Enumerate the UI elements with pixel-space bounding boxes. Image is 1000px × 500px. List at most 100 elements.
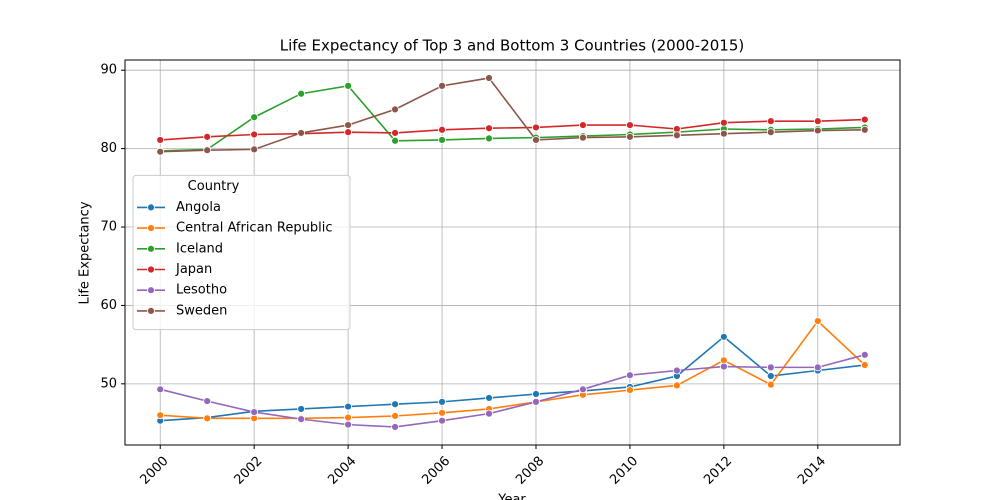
data-point	[719, 332, 728, 341]
data-point	[391, 136, 399, 145]
data-point	[532, 390, 540, 398]
series-line	[160, 319, 866, 420]
legend-label: Sweden	[176, 303, 227, 318]
data-point	[203, 132, 212, 141]
chart-title: Life Expectancy of Top 3 and Bottom 3 Co…	[280, 37, 745, 55]
data-point	[344, 420, 353, 429]
y-axis-label: Life Expectancy	[78, 201, 93, 304]
data-point	[203, 146, 212, 155]
data-point	[297, 129, 306, 137]
data-point	[391, 129, 399, 137]
series-line	[160, 77, 865, 153]
data-point	[156, 136, 165, 144]
legend-marker	[147, 306, 155, 315]
data-point	[438, 136, 446, 144]
data-point	[719, 118, 728, 127]
data-point	[344, 81, 353, 90]
data-point	[532, 136, 540, 144]
data-point	[297, 415, 306, 424]
x-axis-label: Year	[497, 493, 526, 500]
series-line	[160, 335, 865, 422]
data-point	[250, 113, 259, 122]
data-point	[860, 125, 869, 134]
data-point	[250, 130, 259, 139]
data-point	[485, 124, 493, 133]
data-point	[344, 402, 353, 411]
data-point	[438, 397, 446, 406]
data-point	[766, 363, 775, 372]
data-point	[860, 115, 869, 124]
data-point	[391, 105, 399, 114]
data-point	[860, 350, 869, 359]
data-point	[485, 394, 493, 402]
data-point	[391, 423, 399, 431]
y-tick-label: 60	[100, 298, 117, 313]
data-point	[813, 363, 822, 372]
data-point	[672, 366, 681, 375]
data-point	[766, 128, 775, 137]
data-point	[438, 81, 446, 90]
data-point	[438, 416, 446, 425]
data-point	[579, 121, 587, 129]
legend-marker	[147, 265, 155, 274]
data-point	[203, 414, 212, 423]
series-line	[160, 85, 865, 152]
legend-label: Central African Republic	[176, 221, 332, 236]
data-point	[156, 385, 165, 394]
data-point	[485, 134, 493, 143]
data-point	[813, 126, 822, 135]
data-point	[297, 89, 306, 98]
data-point	[579, 133, 587, 142]
data-point	[250, 145, 259, 154]
legend-title: Country	[188, 179, 240, 194]
series-line	[160, 354, 865, 428]
data-point	[626, 132, 634, 141]
data-point	[672, 131, 681, 140]
data-point	[391, 400, 399, 409]
data-point	[766, 380, 775, 389]
legend-marker	[147, 224, 155, 233]
data-point	[672, 381, 681, 390]
data-point	[391, 412, 399, 420]
data-point	[250, 408, 259, 416]
plot-frame	[124, 59, 901, 446]
data-point	[156, 411, 165, 420]
legend-label: Lesotho	[176, 283, 227, 298]
legend-marker	[147, 286, 155, 295]
data-point	[719, 129, 728, 138]
legend-marker	[147, 203, 155, 212]
data-point	[860, 361, 869, 369]
data-point	[344, 121, 353, 129]
data-point	[344, 128, 353, 137]
data-point	[438, 408, 446, 417]
data-point	[813, 317, 822, 326]
legend: Country Angola Central African Republic Ice…	[132, 174, 351, 331]
data-point	[766, 372, 775, 380]
legend-label: Angola	[176, 200, 221, 215]
data-point	[203, 397, 212, 405]
data-point	[813, 117, 822, 126]
data-point	[532, 123, 540, 132]
legend-label: Japan	[175, 262, 212, 277]
y-tick-label: 50	[100, 376, 117, 391]
data-point	[766, 117, 775, 126]
legend-marker	[147, 244, 155, 253]
data-point	[532, 397, 540, 406]
y-tick-label: 80	[100, 141, 117, 156]
data-point	[297, 405, 306, 413]
data-point	[485, 409, 493, 418]
legend-frame	[132, 174, 351, 331]
data-point	[579, 385, 587, 394]
series-line	[160, 118, 865, 141]
data-point	[719, 362, 728, 371]
data-point	[626, 121, 634, 129]
y-tick-label: 70	[100, 220, 117, 235]
legend-label: Iceland	[176, 241, 223, 256]
data-point	[438, 125, 446, 134]
data-point	[485, 74, 493, 82]
y-tick-label: 90	[100, 63, 117, 78]
data-point	[156, 147, 165, 156]
data-point	[626, 386, 634, 395]
